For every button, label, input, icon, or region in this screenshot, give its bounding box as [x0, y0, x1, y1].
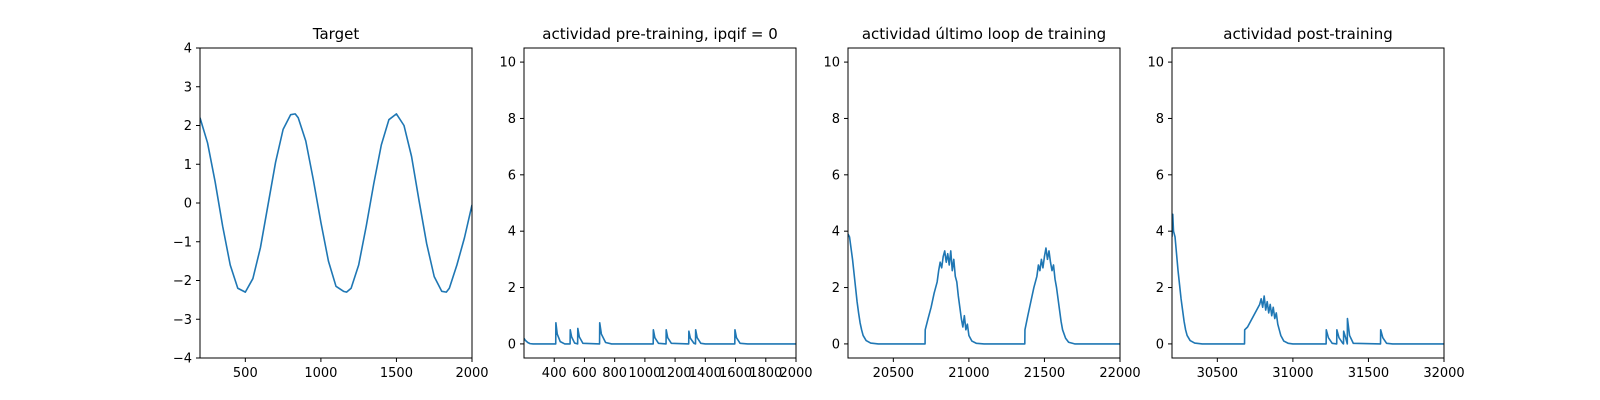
y-tick-label: −4	[173, 352, 192, 367]
y-tick-label: 4	[508, 225, 516, 240]
y-tick-label: 0	[832, 337, 840, 352]
y-tick-label: 2	[508, 281, 516, 296]
y-tick-label: 10	[1147, 56, 1164, 71]
y-tick-label: 2	[184, 119, 192, 134]
x-tick-label: 1000	[628, 366, 661, 381]
subplot-title: actividad último loop de training	[862, 25, 1106, 43]
y-tick-label: 2	[832, 281, 840, 296]
y-tick-label: 3	[184, 80, 192, 95]
subplot-1: Target 500 1000 1500 2000 −4 −3 −2 −1 0 1 2 3 4	[173, 25, 489, 381]
axes-frame	[847, 47, 1121, 359]
x-tick-label: 21500	[1024, 366, 1065, 381]
y-tick-label: 0	[184, 197, 192, 212]
x-tick-label: 32000	[1423, 366, 1464, 381]
series-line	[200, 113, 472, 293]
y-tick-label: 4	[184, 42, 192, 57]
y-tick-label: 8	[832, 112, 840, 127]
subplot-title: actividad pre-training, ipqif = 0	[542, 25, 778, 43]
x-tick-label: 1800	[749, 366, 782, 381]
y-tick-label: −3	[173, 313, 192, 328]
x-tick-label: 1000	[304, 366, 337, 381]
x-tick-label: 2000	[455, 366, 488, 381]
x-tick-label: 22000	[1099, 366, 1140, 381]
x-tick-label: 1600	[719, 366, 752, 381]
y-tick-label: 8	[508, 112, 516, 127]
y-tick-label: 6	[508, 168, 516, 183]
subplot-title: actividad post-training	[1223, 25, 1392, 43]
subplot-title: Target	[312, 25, 360, 43]
x-tick-label: 400	[542, 366, 567, 381]
series-line	[848, 233, 1120, 345]
x-tick-label: 1400	[689, 366, 722, 381]
y-tick-label: 4	[1156, 225, 1164, 240]
axes-frame	[199, 47, 473, 359]
axes-frame	[1171, 47, 1445, 359]
y-tick-label: 0	[1156, 337, 1164, 352]
x-tick-label: 2000	[779, 366, 812, 381]
y-tick-label: −1	[173, 235, 192, 250]
series-line	[524, 321, 796, 345]
y-tick-label: 10	[499, 56, 516, 71]
x-tick-label: 800	[602, 366, 627, 381]
y-tick-label: 6	[832, 168, 840, 183]
y-tick-label: 6	[1156, 168, 1164, 183]
y-tick-label: 8	[1156, 112, 1164, 127]
series-line	[1172, 213, 1444, 345]
axes-frame	[523, 47, 797, 359]
x-tick-label: 1500	[380, 366, 413, 381]
x-tick-label: 31500	[1348, 366, 1389, 381]
subplot-2: actividad pre-training, ipqif = 0 400 600 8…	[499, 25, 812, 381]
x-tick-label: 600	[572, 366, 597, 381]
x-tick-label: 30500	[1197, 366, 1238, 381]
y-tick-label: 2	[1156, 281, 1164, 296]
y-tick-label: 0	[508, 337, 516, 352]
y-tick-label: 4	[832, 225, 840, 240]
x-tick-label: 500	[233, 366, 258, 381]
x-tick-label: 1200	[659, 366, 692, 381]
subplot-4: actividad post-training 30500 31000 31500 32…	[1147, 25, 1464, 381]
x-tick-label: 20500	[873, 366, 914, 381]
x-tick-label: 31000	[1272, 366, 1313, 381]
y-tick-label: −2	[173, 274, 192, 289]
y-tick-label: 1	[184, 158, 192, 173]
y-tick-label: 10	[823, 56, 840, 71]
x-tick-label: 21000	[948, 366, 989, 381]
